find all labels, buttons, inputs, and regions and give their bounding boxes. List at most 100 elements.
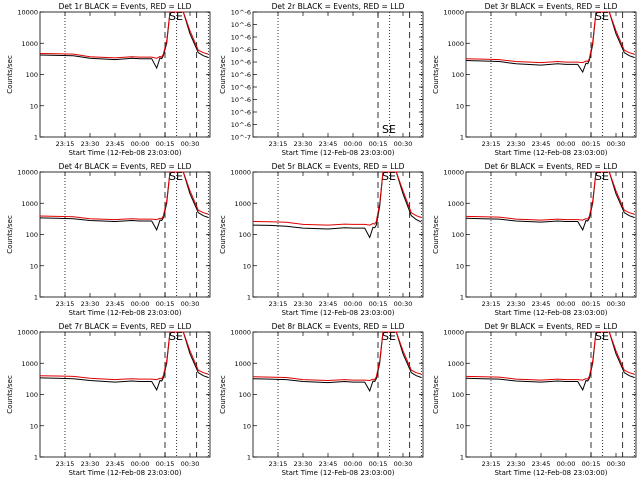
y-tick-label: 100 [239,231,251,239]
x-axis-label: Start Time (12-Feb-08 23:03:00) [68,149,181,157]
panel-title: Det 7r BLACK = Events, RED = LLD [59,322,192,331]
x-tick-label: 23:30 [294,140,313,148]
x-tick-label: 23:15 [482,460,501,468]
x-tick-label: 23:30 [507,140,526,148]
x-tick-label: 23:45 [106,140,125,148]
panel-title: Det 3r BLACK = Events, RED = LLD [485,2,618,11]
y-tick-label: 1 [247,454,251,462]
x-axis-label: Start Time (12-Feb-08 23:03:00) [281,309,394,317]
y-tick-label: 1000 [21,200,38,208]
x-axis-label: Start Time (12-Feb-08 23:03:00) [68,469,181,477]
y-tick-label: 10 [243,422,251,430]
x-tick-label: 00:15 [582,140,601,148]
panel-title: Det 4r BLACK = Events, RED = LLD [59,162,192,171]
x-tick-label: 00:15 [369,140,388,148]
x-tick-label: 23:30 [294,460,313,468]
y-tick-label: 1000 [447,40,464,48]
se-annotation: SE [169,330,183,343]
y-tick-label: 1 [460,454,464,462]
black-series-line [39,171,209,232]
plot-frame [252,331,424,458]
y-tick-label: 10 [456,102,464,110]
panel-title: Det 5r BLACK = Events, RED = LLD [272,162,405,171]
y-tick-label: 1000 [447,200,464,208]
black-series-line [39,331,209,392]
y-tick-label: 10^-6 [231,21,251,29]
x-tick-label: 00:15 [582,460,601,468]
red-series-line [39,171,209,221]
x-tick-label: 00:15 [156,300,175,308]
y-tick-label: 100 [26,391,38,399]
y-tick-label: 1 [460,134,464,142]
y-tick-label: 10 [30,262,38,270]
se-annotation: SE [595,170,609,183]
y-tick-label: 10^-6 [231,59,251,67]
x-tick-label: 23:45 [532,140,551,148]
se-annotation: SE [169,10,183,23]
x-tick-label: 00:15 [156,460,175,468]
x-tick-label: 23:45 [532,460,551,468]
black-series-line [465,171,635,232]
y-axis-label: Counts/sec [432,375,440,414]
y-axis-label: Counts/sec [6,55,14,94]
y-tick-label: 10000 [230,329,251,337]
y-tick-label: 1 [34,134,38,142]
x-axis-label: Start Time (12-Feb-08 23:03:00) [68,309,181,317]
x-tick-label: 00:30 [394,140,413,148]
y-tick-label: 1000 [21,40,38,48]
x-tick-label: 23:45 [319,460,338,468]
x-tick-label: 00:00 [557,460,576,468]
x-tick-label: 23:15 [56,140,75,148]
y-tick-label: 1000 [447,360,464,368]
se-annotation: SE [382,330,396,343]
x-tick-label: 23:15 [56,460,75,468]
detector-panel-4: Det 4r BLACK = Events, RED = LLD 1 10 100 10… [6,162,211,317]
x-tick-label: 23:45 [319,140,338,148]
red-series-line [252,331,422,382]
y-tick-label: 10^-6 [231,46,251,54]
y-tick-label: 100 [26,71,38,79]
x-tick-label: 00:15 [582,300,601,308]
y-tick-label: 10000 [17,169,38,177]
x-tick-label: 00:30 [394,300,413,308]
y-tick-label: 10000 [443,9,464,17]
y-tick-label: 100 [452,231,464,239]
black-series-line [465,331,635,392]
y-axis-label: Counts/sec [6,215,14,254]
panel-title: Det 8r BLACK = Events, RED = LLD [272,322,405,331]
detector-panel-8: Det 8r BLACK = Events, RED = LLD 1 10 100 10… [219,322,424,477]
y-tick-label: 10000 [17,9,38,17]
x-tick-label: 23:15 [269,140,288,148]
x-tick-label: 00:00 [557,140,576,148]
black-series-line [465,11,635,74]
x-tick-label: 00:00 [131,460,150,468]
x-tick-label: 00:15 [156,140,175,148]
x-tick-label: 23:15 [482,140,501,148]
black-series-line [39,11,209,70]
se-annotation: SE [595,10,609,23]
panel-title: Det 6r BLACK = Events, RED = LLD [485,162,618,171]
y-axis-label: Counts/sec [6,375,14,414]
y-tick-label: 1 [34,454,38,462]
red-series-line [465,11,635,64]
x-tick-label: 00:00 [344,140,363,148]
y-tick-label: 100 [239,391,251,399]
x-axis-label: Start Time (12-Feb-08 23:03:00) [281,469,394,477]
y-axis-label: Counts/sec [219,375,227,414]
x-tick-label: 23:15 [482,300,501,308]
x-tick-label: 00:00 [131,300,150,308]
black-series-line [252,331,422,393]
detector-panel-6: Det 6r BLACK = Events, RED = LLD 1 10 100 10… [432,162,637,317]
x-tick-label: 00:00 [131,140,150,148]
y-tick-label: 1000 [234,200,251,208]
se-annotation: SE [382,123,396,136]
panel-title: Det 2r BLACK = Events, RED = LLD [272,2,405,11]
y-tick-label: 10^-7 [231,134,251,142]
detector-panel-1: Det 1r BLACK = Events, RED = LLD 1 10 100 10… [6,2,211,157]
red-series-line [39,331,209,381]
panel-title: Det 1r BLACK = Events, RED = LLD [59,2,192,11]
x-tick-label: 00:00 [344,300,363,308]
x-tick-label: 23:45 [319,300,338,308]
y-tick-label: 1 [34,294,38,302]
